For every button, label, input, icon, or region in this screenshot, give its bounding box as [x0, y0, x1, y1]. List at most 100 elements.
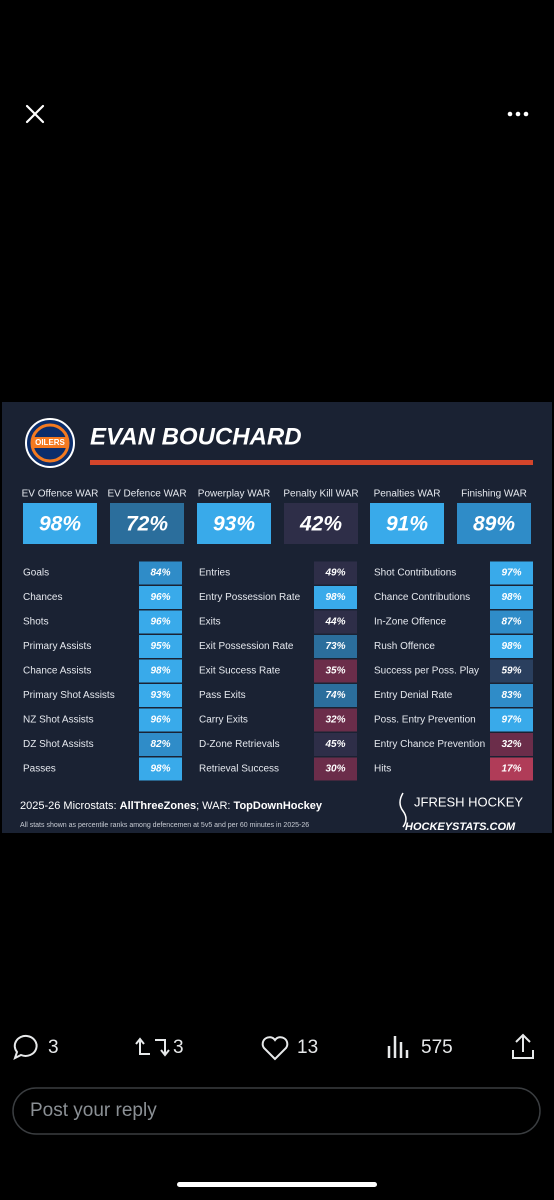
war-value: 91%	[386, 513, 428, 536]
repost-count: 3	[173, 1037, 184, 1058]
stat-value: 98%	[150, 666, 170, 677]
war-box	[110, 503, 184, 544]
stat-cell	[314, 635, 357, 658]
stat-value: 83%	[501, 690, 521, 701]
source-line: 2025-26 Microstats: AllThreeZones; WAR: …	[20, 800, 323, 812]
stat-label: Chance Assists	[23, 666, 91, 677]
stat-label: Exit Possession Rate	[199, 641, 294, 652]
stat-label: Primary Shot Assists	[23, 690, 115, 701]
stat-label: Hits	[374, 764, 391, 775]
stat-cell	[490, 684, 533, 707]
stat-value: 84%	[150, 568, 170, 579]
stat-label: Success per Poss. Play	[374, 666, 479, 677]
stat-value: 97%	[501, 568, 521, 579]
stat-cell	[139, 635, 182, 658]
war-box	[370, 503, 444, 544]
repost-button[interactable]: 3	[135, 1037, 184, 1058]
war-label: Penalty Kill WAR	[283, 489, 358, 500]
stat-cell	[139, 757, 182, 781]
stat-cell	[314, 586, 357, 609]
stat-value: 82%	[150, 739, 170, 750]
stat-value: 97%	[501, 715, 521, 726]
stat-label: Rush Offence	[374, 641, 435, 652]
more-button[interactable]	[507, 111, 529, 117]
stat-label: Goals	[23, 568, 49, 579]
war-label: Powerplay WAR	[198, 489, 270, 500]
like-button[interactable]: 13	[261, 1036, 318, 1061]
stat-value: 30%	[325, 764, 345, 775]
stat-label: Primary Assists	[23, 641, 91, 652]
stat-cell	[490, 659, 533, 683]
stat-value: 96%	[150, 715, 170, 726]
stat-value: 98%	[501, 641, 521, 652]
stat-cell	[139, 586, 182, 609]
stat-value: 93%	[150, 690, 170, 701]
reply-input[interactable]	[12, 1087, 541, 1135]
war-value: 93%	[213, 513, 255, 536]
stat-cell	[490, 610, 533, 634]
reply-placeholder: Post your reply	[30, 1100, 157, 1121]
stat-value: 45%	[324, 739, 345, 750]
stat-label: DZ Shot Assists	[23, 739, 94, 750]
stat-value: 17%	[501, 764, 521, 775]
war-label: EV Defence WAR	[107, 489, 186, 500]
stat-label: Carry Exits	[199, 715, 248, 726]
war-box	[457, 503, 531, 544]
stat-label: Entry Chance Prevention	[374, 739, 485, 750]
reply-count: 3	[48, 1037, 59, 1058]
stat-cell	[139, 684, 182, 707]
stat-cell	[490, 708, 533, 732]
stat-value: 96%	[150, 592, 170, 603]
war-box	[284, 503, 358, 544]
name-underline	[90, 460, 533, 465]
stat-value: 44%	[324, 617, 345, 628]
stat-label: In-Zone Offence	[374, 617, 447, 628]
stat-cell	[139, 733, 182, 756]
stat-label: Chances	[23, 592, 62, 603]
stat-value: 95%	[150, 641, 170, 652]
brand: HOCKEYSTATS.COM	[405, 821, 516, 833]
stat-cell	[490, 757, 533, 781]
stat-cell	[139, 708, 182, 732]
war-value: 89%	[473, 513, 515, 536]
share-button[interactable]	[512, 1033, 534, 1059]
stat-label: Entries	[199, 568, 230, 579]
note: All stats shown as percentile ranks amon…	[20, 822, 309, 829]
stat-value: 32%	[325, 715, 345, 726]
stat-value: 96%	[150, 617, 170, 628]
stat-cell	[490, 561, 533, 585]
close-button[interactable]	[25, 104, 45, 124]
stat-cell	[490, 586, 533, 609]
reply-button[interactable]: 3	[13, 1034, 59, 1060]
stat-value: 32%	[501, 739, 521, 750]
stat-value: 98%	[325, 592, 345, 603]
stat-cell	[314, 708, 357, 732]
stat-label: Shot Contributions	[374, 568, 456, 579]
source-link: TopDownHockey	[234, 800, 323, 812]
brand: JFRESH HOCKEY	[414, 794, 523, 809]
stat-cell	[314, 757, 357, 781]
source-text: 2025-26 Microstats:	[20, 800, 120, 812]
stat-label: Entry Possession Rate	[199, 592, 301, 603]
stat-label: D-Zone Retrievals	[199, 739, 280, 750]
stat-label: Shots	[23, 617, 49, 628]
player-name: EVAN BOUCHARD	[90, 423, 302, 450]
logo-text: OILERS	[35, 438, 65, 447]
stat-cell	[314, 659, 357, 683]
war-value: 42%	[299, 513, 342, 536]
stat-value: 98%	[150, 764, 170, 775]
source-text: ; WAR:	[196, 800, 233, 812]
war-value: 72%	[126, 513, 168, 536]
stat-label: Poss. Entry Prevention	[374, 715, 476, 726]
stat-cell	[139, 610, 182, 634]
stat-cell	[314, 561, 357, 585]
stat-value: 59%	[501, 666, 521, 677]
like-count: 13	[297, 1037, 318, 1058]
views-button[interactable]: 575	[387, 1036, 453, 1058]
stat-label: Chance Contributions	[374, 592, 470, 603]
stat-label: Entry Denial Rate	[374, 690, 453, 701]
stat-label: Exits	[199, 617, 221, 628]
stat-value: 98%	[501, 592, 521, 603]
war-label: Finishing WAR	[461, 489, 527, 500]
